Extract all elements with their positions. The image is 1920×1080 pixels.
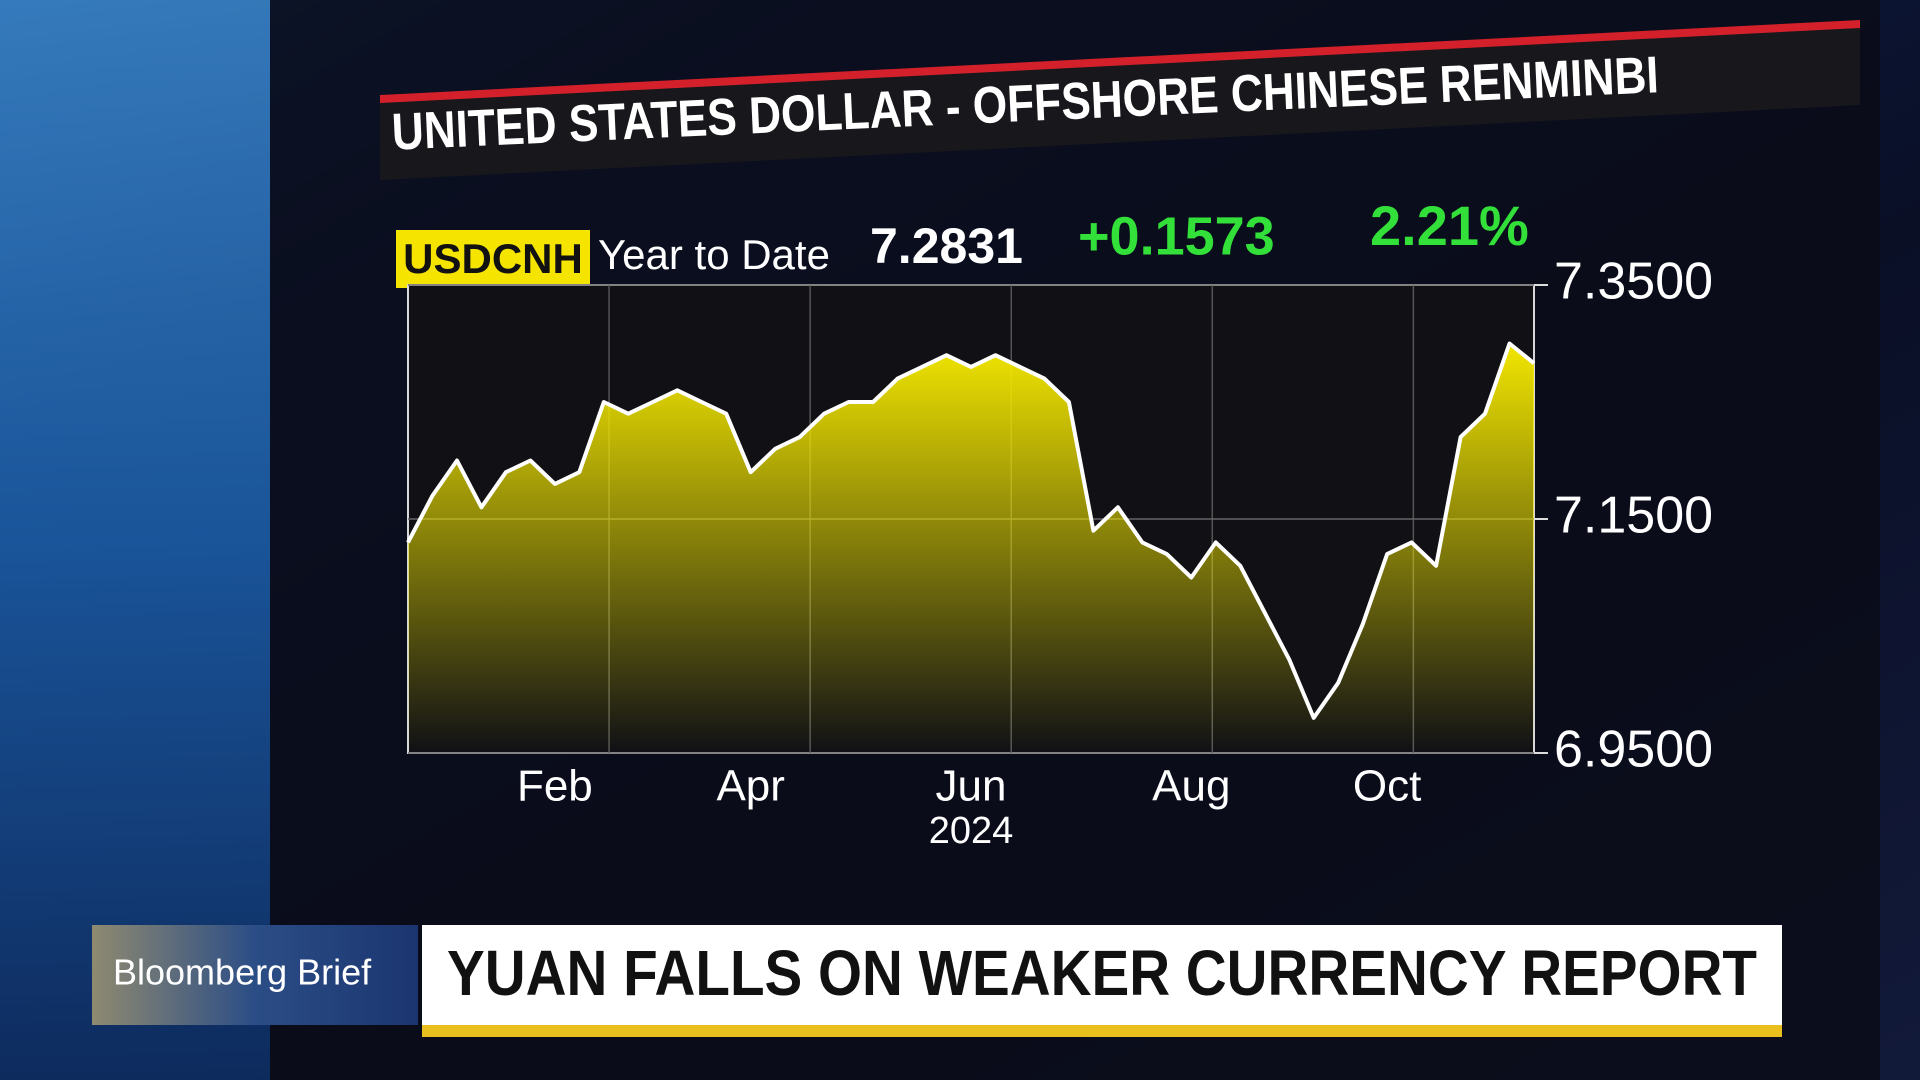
headline-underline — [422, 1025, 1782, 1037]
change: +0.1573 — [1078, 206, 1275, 266]
line — [406, 341, 1536, 720]
headline-box — [422, 925, 1782, 1025]
last-price: 7.2831 — [870, 218, 1023, 274]
x-tick-label: Feb — [517, 762, 593, 811]
x-tick-label: Aug — [1152, 762, 1230, 811]
ticker-box — [396, 230, 590, 288]
title-bar — [380, 20, 1860, 180]
x-tick-label: Apr — [716, 762, 784, 811]
ticker: USDCNH — [403, 235, 583, 282]
period: Year to Date — [598, 231, 830, 278]
y-tick-label: 7.3500 — [1554, 253, 1713, 311]
show-box — [92, 925, 418, 1025]
y-tick-label: 7.1500 — [1554, 487, 1713, 545]
change-pct: 2.21% — [1370, 194, 1529, 257]
headline: YUAN FALLS ON WEAKER CURRENCY REPORT — [447, 937, 1757, 1009]
globe-wall — [0, 0, 270, 1080]
show-name: Bloomberg Brief — [113, 952, 372, 993]
y-tick-label: 6.9500 — [1554, 721, 1713, 779]
x-tick-label: Jun — [936, 762, 1007, 811]
x-tick-label: Oct — [1353, 762, 1421, 811]
chart: 6.9500 7.1500 7.3500 Feb Apr Jun Aug Oct 2024 — [406, 253, 1713, 852]
area-fill — [408, 343, 1534, 753]
x-axis-label: 2024 — [929, 810, 1014, 852]
title-red-stripe — [380, 20, 1860, 103]
